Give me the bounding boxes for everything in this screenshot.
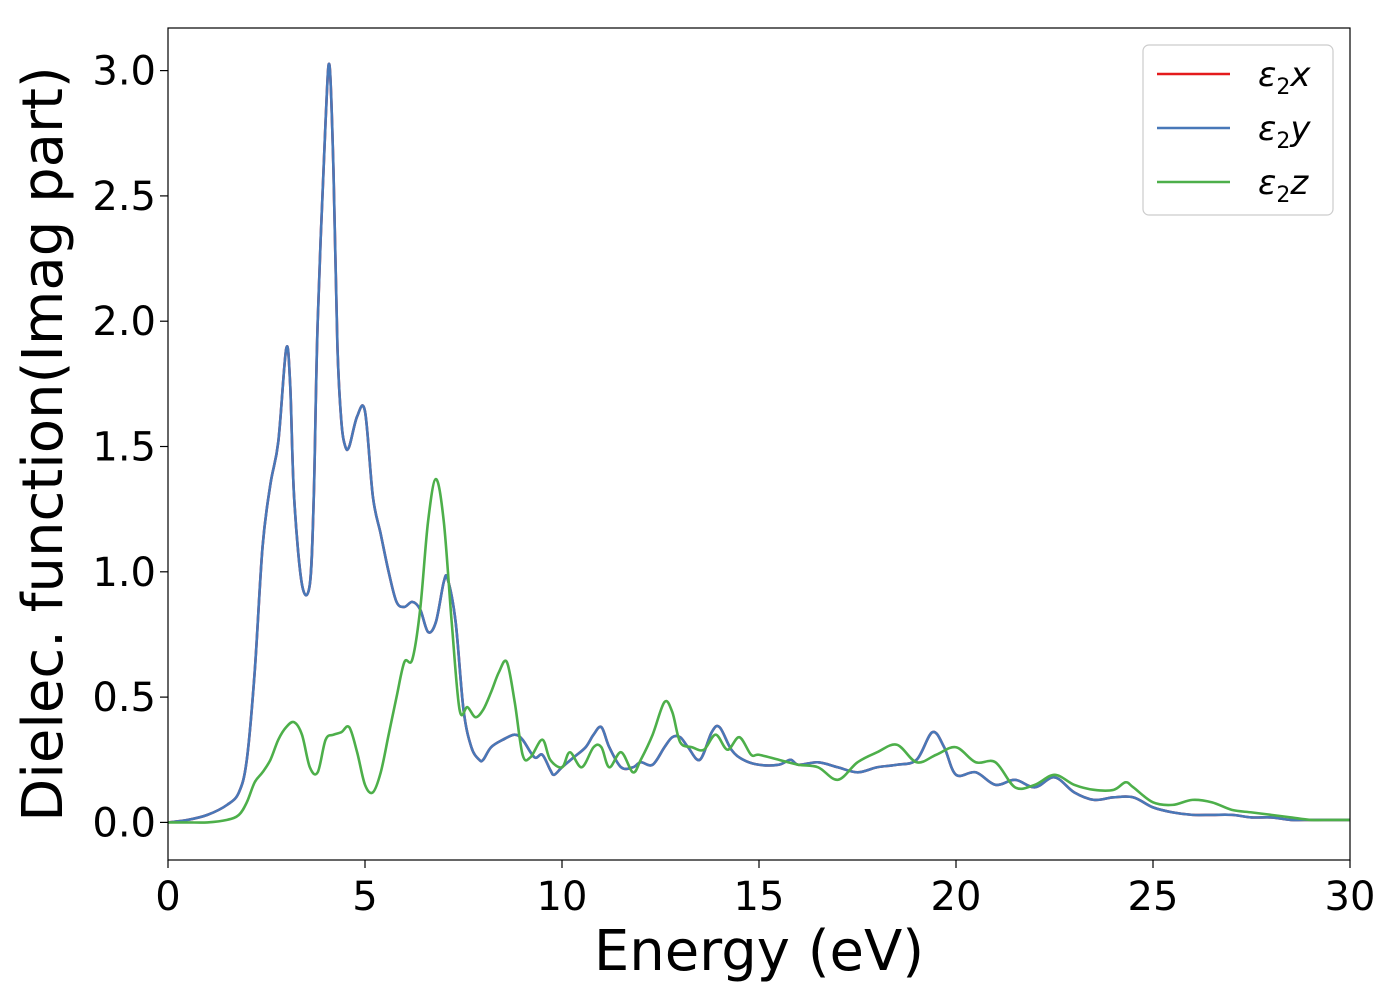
y-axis: 0.0 0.5 1.0 1.5 2.0 2.5 3.0 [92,49,168,846]
x-axis-label: Energy (eV) [594,919,924,984]
y-tick-label: 3.0 [92,49,156,95]
series-layer [168,62,1350,824]
y-tick-label: 0.5 [92,675,156,721]
x-tick-label: 25 [1128,874,1179,920]
y-tick-label: 0.0 [92,800,156,846]
legend: ε2x ε2y ε2z [1142,44,1334,216]
x-tick-label: 20 [931,874,982,920]
y-tick-label: 1.5 [92,425,156,471]
x-axis: 0 5 10 15 20 25 30 [155,860,1375,920]
legend-label: ε2z [1258,163,1309,208]
legend-label: ε2y [1258,109,1311,154]
y-tick-label: 2.5 [92,174,156,220]
x-tick-label: 10 [537,874,588,920]
x-tick-label: 0 [155,874,180,920]
x-tick-label: 30 [1325,874,1376,920]
y-tick-label: 2.0 [92,299,156,345]
y-tick-label: 1.0 [92,550,156,596]
y-axis-label: Dielec. function(Imag part) [11,66,76,822]
series-line-1 [168,62,1350,824]
x-tick-label: 5 [352,874,377,920]
legend-label: ε2x [1258,55,1311,100]
series-line-2 [168,477,1350,824]
x-tick-label: 15 [734,874,785,920]
legend-box [1142,44,1334,216]
